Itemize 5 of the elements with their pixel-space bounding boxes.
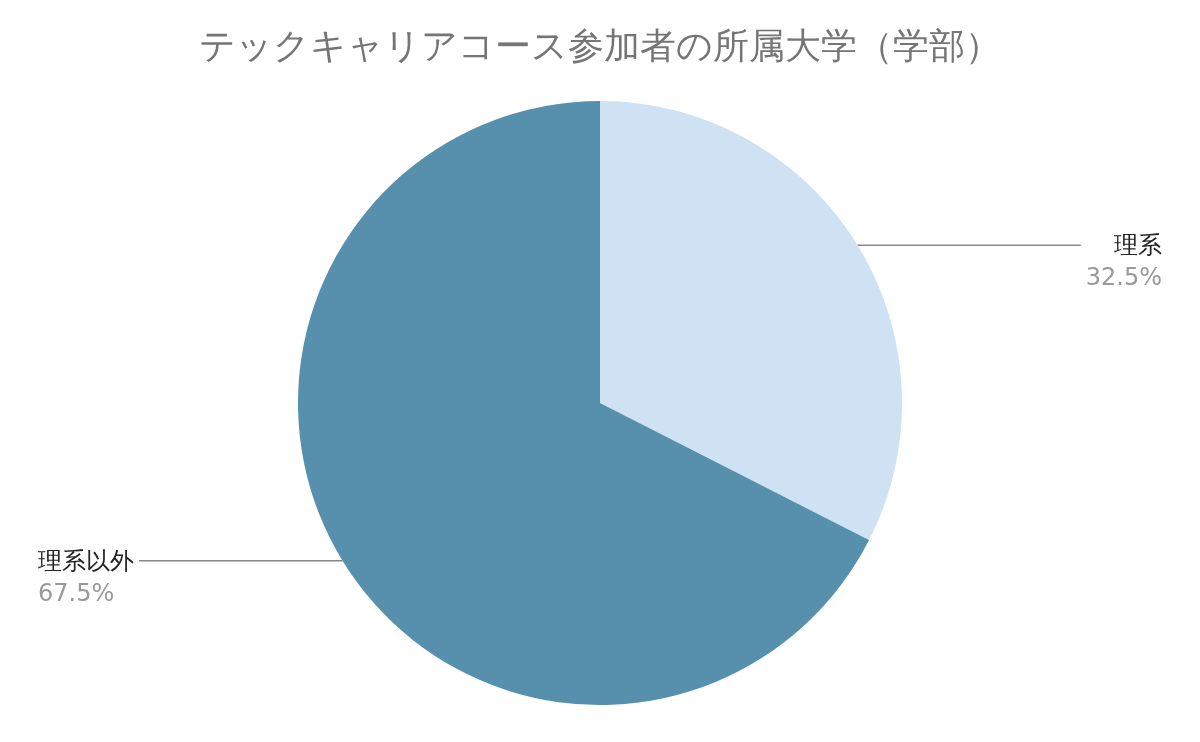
data-label: 67.5%: [38, 578, 115, 607]
slice-label: 理系: [1114, 231, 1162, 260]
slice-label: 理系以外: [38, 546, 134, 575]
data-label: 32.5%: [1085, 263, 1162, 292]
chart-title: テックキャリアコース参加者の所属大学（学部）: [199, 24, 1001, 66]
